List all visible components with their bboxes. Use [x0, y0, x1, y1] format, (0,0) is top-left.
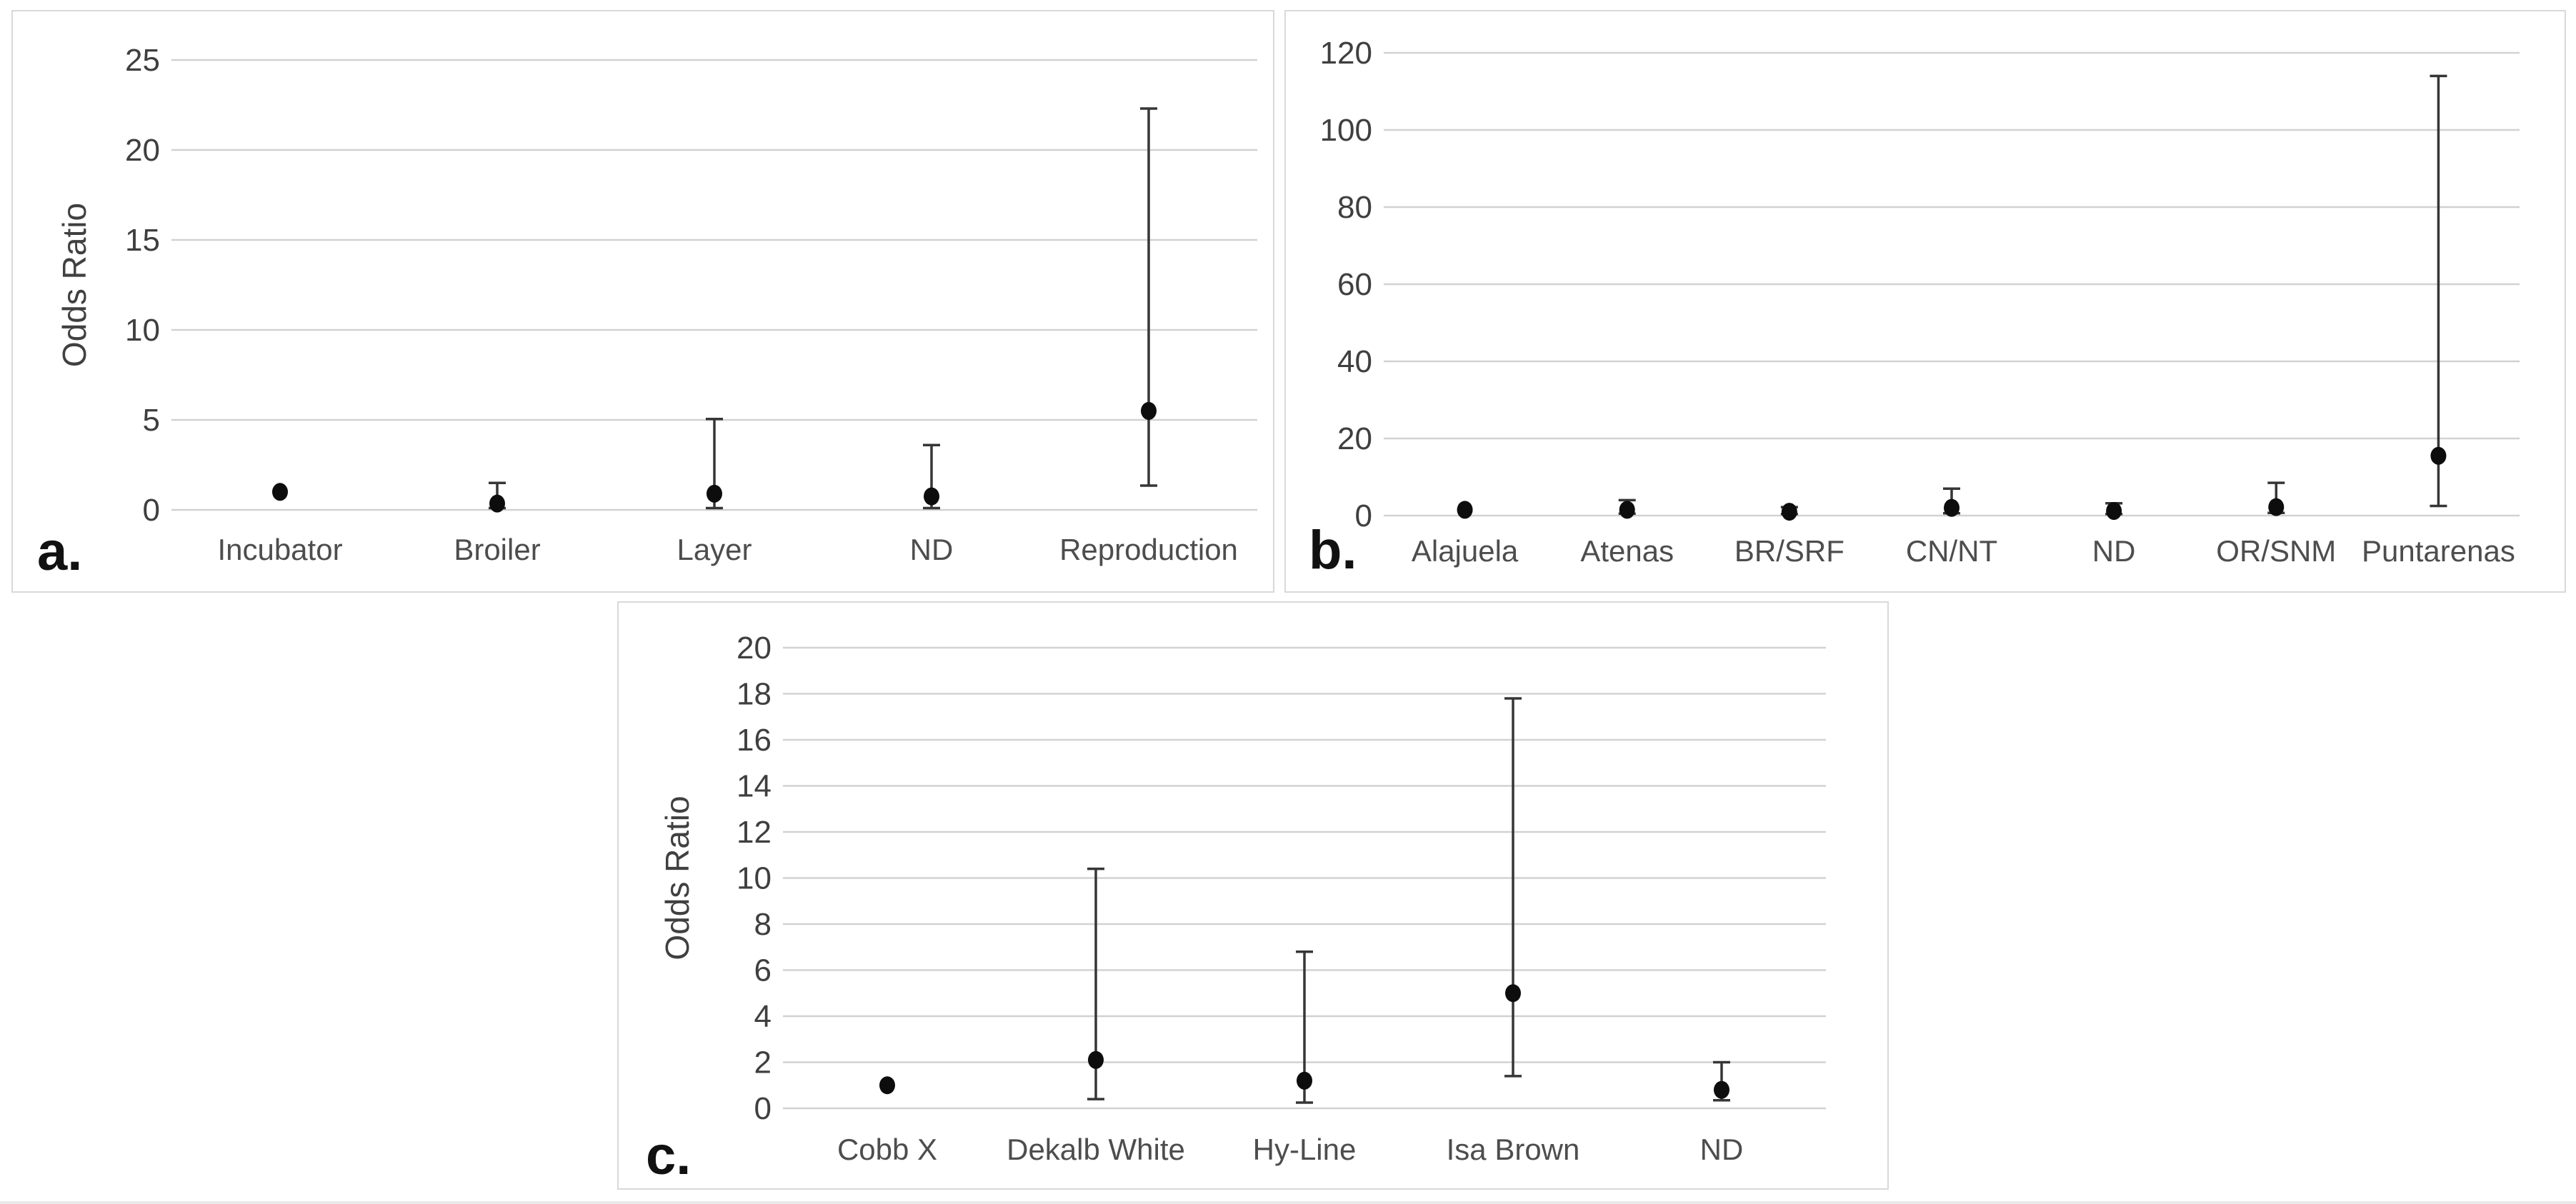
odds-ratio-marker	[1088, 1050, 1104, 1069]
odds-ratio-marker	[1505, 984, 1521, 1003]
y-tick-label: 100	[1320, 113, 1372, 148]
y-tick-label: 20	[125, 133, 160, 168]
y-tick-label: 10	[125, 313, 160, 348]
x-category-label: Puntarenas	[2362, 534, 2515, 568]
panel-border	[11, 10, 1274, 593]
x-category-label: Alajuela	[1412, 534, 1519, 568]
panel-border	[1284, 10, 2566, 593]
x-category-label: ND	[1700, 1133, 1744, 1166]
odds-ratio-marker	[1944, 498, 1960, 517]
panel-letter: c.	[646, 1125, 691, 1186]
x-category-label: Reproduction	[1059, 533, 1238, 566]
y-tick-label: 2	[754, 1045, 772, 1080]
y-tick-label: 25	[125, 43, 160, 78]
odds-ratio-marker	[2430, 446, 2447, 465]
x-category-label: Incubator	[217, 533, 342, 566]
x-category-label: Layer	[677, 533, 752, 566]
odds-ratio-marker	[272, 483, 288, 501]
y-tick-label: 0	[1355, 498, 1372, 533]
x-category-label: Dekalb White	[1007, 1133, 1185, 1166]
odds-ratio-marker	[489, 494, 505, 513]
x-category-label: Broiler	[454, 533, 540, 566]
x-category-label: ND	[2092, 534, 2136, 568]
y-tick-label: 5	[143, 403, 160, 438]
y-tick-label: 60	[1337, 267, 1372, 302]
panel-a-odds-ratio-by-farm-type-chart: 0 5 10 15 20 25 Odds Ratio Incubator Broiler Laye…	[11, 10, 1274, 593]
y-tick-label: 40	[1337, 344, 1372, 379]
chart-c-scatter-errorbar: 0 2 4 6 8 10 12 14 16 18 20 Odds Ratio Cobb X Dekalb …	[617, 601, 1889, 1190]
x-category-label: Atenas	[1580, 534, 1674, 568]
y-tick-label: 12	[737, 815, 772, 850]
panel-letter: a.	[37, 521, 82, 582]
odds-ratio-marker	[707, 484, 722, 503]
y-tick-label: 80	[1337, 190, 1372, 225]
y-tick-label: 0	[754, 1091, 772, 1126]
x-category-label: Hy-Line	[1253, 1133, 1357, 1166]
panel-border	[617, 601, 1889, 1190]
y-axis-title: Odds Ratio	[56, 203, 93, 367]
odds-ratio-marker	[1781, 503, 1797, 521]
x-category-label: Cobb X	[837, 1133, 937, 1166]
y-tick-label: 16	[737, 723, 772, 758]
odds-ratio-marker	[1141, 401, 1157, 420]
y-tick-label: 120	[1320, 36, 1372, 71]
odds-ratio-marker	[1714, 1080, 1729, 1099]
x-category-label: CN/NT	[1906, 534, 1997, 568]
x-category-label: BR/SRF	[1734, 534, 1844, 568]
y-tick-label: 20	[1337, 421, 1372, 456]
panel-letter: b.	[1309, 520, 1357, 581]
y-tick-label: 10	[737, 861, 772, 896]
odds-ratio-marker	[1619, 501, 1635, 519]
y-tick-label: 14	[737, 769, 772, 804]
x-category-label: Isa Brown	[1447, 1133, 1580, 1166]
y-tick-label: 20	[737, 631, 772, 666]
odds-ratio-marker	[2268, 498, 2285, 516]
y-axis-title: Odds Ratio	[659, 796, 696, 960]
odds-ratio-marker	[924, 487, 939, 506]
x-category-label: OR/SNM	[2216, 534, 2336, 568]
y-tick-label: 4	[754, 999, 772, 1034]
panel-b-odds-ratio-by-region-chart: 0 20 40 60 80 100 120 Alajuela Atenas BR/SRF CN/NT…	[1284, 10, 2566, 593]
chart-b-scatter-errorbar: 0 20 40 60 80 100 120 Alajuela Atenas BR/SRF CN/NT…	[1284, 10, 2566, 593]
odds-ratio-marker	[1297, 1071, 1312, 1090]
odds-ratio-marker	[1457, 501, 1473, 519]
odds-ratio-marker	[879, 1076, 895, 1095]
y-tick-label: 15	[125, 223, 160, 258]
y-tick-label: 18	[737, 677, 772, 712]
odds-ratio-marker	[2106, 502, 2122, 521]
chart-a-scatter-errorbar: 0 5 10 15 20 25 Odds Ratio Incubator Broiler Laye…	[11, 10, 1274, 593]
y-tick-label: 8	[754, 907, 772, 942]
y-tick-label: 6	[754, 953, 772, 988]
panel-c-odds-ratio-by-breed-chart: 0 2 4 6 8 10 12 14 16 18 20 Odds Ratio Cobb X Dekalb …	[617, 601, 1889, 1190]
page-bottom-edge	[0, 1201, 2576, 1204]
y-tick-label: 0	[143, 493, 160, 528]
x-category-label: ND	[910, 533, 954, 566]
